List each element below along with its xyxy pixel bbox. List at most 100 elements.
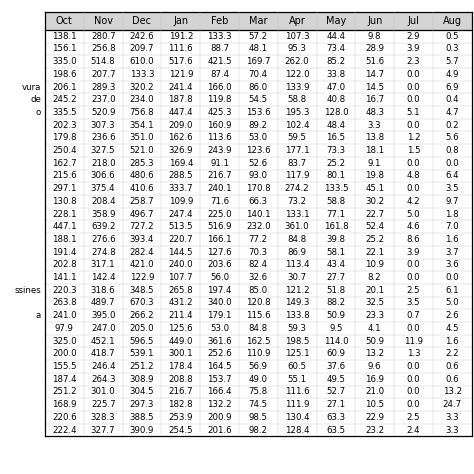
Text: 0.0: 0.0: [407, 400, 420, 409]
Text: 166.0: 166.0: [207, 82, 232, 91]
Text: de: de: [30, 95, 41, 104]
Text: 111.9: 111.9: [285, 400, 310, 409]
Text: 258.7: 258.7: [130, 197, 155, 206]
Text: 115.6: 115.6: [246, 311, 271, 320]
Text: 114.0: 114.0: [324, 337, 348, 346]
Text: 170.8: 170.8: [246, 184, 271, 193]
Text: 55.1: 55.1: [288, 375, 307, 383]
Text: 53.0: 53.0: [210, 324, 229, 333]
Text: 111.6: 111.6: [285, 387, 310, 396]
Text: Jan: Jan: [173, 16, 188, 26]
Text: 297.3: 297.3: [130, 400, 154, 409]
Text: 3.5: 3.5: [446, 184, 459, 193]
Text: 0.0: 0.0: [407, 159, 420, 168]
Text: 254.5: 254.5: [168, 426, 193, 435]
Text: 60.5: 60.5: [288, 362, 307, 371]
Text: 50.9: 50.9: [365, 337, 384, 346]
Text: 85.0: 85.0: [249, 286, 268, 295]
Text: 191.4: 191.4: [52, 248, 77, 256]
Text: 51.6: 51.6: [365, 57, 384, 66]
Text: 138.1: 138.1: [52, 32, 77, 41]
Text: 207.7: 207.7: [91, 70, 116, 79]
Text: 410.6: 410.6: [130, 184, 155, 193]
Text: 0.8: 0.8: [446, 146, 459, 155]
Text: 274.2: 274.2: [285, 184, 310, 193]
Text: 187.4: 187.4: [52, 375, 77, 383]
Text: 121.9: 121.9: [169, 70, 193, 79]
Text: 125.6: 125.6: [168, 324, 193, 333]
Text: 201.6: 201.6: [207, 426, 232, 435]
Text: 93.0: 93.0: [249, 172, 268, 181]
Text: 117.9: 117.9: [285, 172, 310, 181]
Text: 162.7: 162.7: [52, 159, 77, 168]
Text: 5.0: 5.0: [446, 299, 459, 308]
Text: 4.1: 4.1: [368, 324, 382, 333]
Text: 361.0: 361.0: [285, 222, 310, 231]
Text: 198.5: 198.5: [285, 337, 310, 346]
Text: 333.7: 333.7: [168, 184, 193, 193]
Text: 307.3: 307.3: [91, 121, 116, 129]
Text: 3.5: 3.5: [407, 299, 420, 308]
Text: 132.2: 132.2: [207, 400, 232, 409]
Text: 85.2: 85.2: [326, 57, 346, 66]
Text: 48.3: 48.3: [365, 108, 384, 117]
Text: 220.3: 220.3: [52, 286, 77, 295]
Text: 480.6: 480.6: [130, 172, 155, 181]
Text: 418.7: 418.7: [91, 349, 116, 358]
Text: 80.1: 80.1: [326, 172, 346, 181]
Text: 153.6: 153.6: [246, 108, 271, 117]
Text: 0.5: 0.5: [446, 32, 459, 41]
Text: 166.1: 166.1: [207, 235, 232, 244]
Text: 5.1: 5.1: [407, 108, 420, 117]
Text: 6.1: 6.1: [446, 286, 459, 295]
Text: 539.1: 539.1: [130, 349, 154, 358]
Text: 133.5: 133.5: [324, 184, 348, 193]
Text: 0.0: 0.0: [407, 184, 420, 193]
Text: 263.8: 263.8: [52, 299, 77, 308]
Text: 22.9: 22.9: [365, 413, 384, 422]
Text: 251.2: 251.2: [52, 387, 77, 396]
Text: 256.8: 256.8: [91, 45, 116, 54]
Text: 216.7: 216.7: [207, 172, 232, 181]
Text: 32.5: 32.5: [365, 299, 384, 308]
Text: 133.9: 133.9: [285, 82, 310, 91]
Text: 0.0: 0.0: [407, 362, 420, 371]
Text: a: a: [36, 311, 41, 320]
Text: Oct: Oct: [56, 16, 73, 26]
Text: 8.6: 8.6: [407, 235, 420, 244]
Text: 4.5: 4.5: [446, 324, 459, 333]
Text: 7.0: 7.0: [446, 222, 459, 231]
Text: 320.2: 320.2: [130, 82, 155, 91]
Text: 215.6: 215.6: [52, 172, 77, 181]
Text: 1.8: 1.8: [446, 210, 459, 219]
Text: 276.6: 276.6: [91, 235, 116, 244]
Text: 25.2: 25.2: [326, 159, 346, 168]
Text: 2.5: 2.5: [407, 286, 420, 295]
Text: 5.7: 5.7: [446, 57, 459, 66]
Text: o: o: [36, 108, 41, 117]
Text: 521.0: 521.0: [130, 146, 155, 155]
Text: 242.6: 242.6: [130, 32, 155, 41]
Text: 0.0: 0.0: [407, 82, 420, 91]
Text: 327.5: 327.5: [91, 146, 116, 155]
Text: 209.7: 209.7: [130, 45, 154, 54]
Text: 133.3: 133.3: [130, 70, 155, 79]
Text: 13.2: 13.2: [443, 387, 462, 396]
Text: 188.1: 188.1: [52, 235, 77, 244]
Text: 0.2: 0.2: [446, 121, 459, 129]
Text: 86.0: 86.0: [249, 82, 268, 91]
Text: 2.6: 2.6: [446, 311, 459, 320]
Text: 113.4: 113.4: [285, 260, 310, 269]
Text: 0.3: 0.3: [446, 45, 459, 54]
Text: 49.0: 49.0: [249, 375, 268, 383]
Text: 203.6: 203.6: [207, 260, 232, 269]
Text: 234.0: 234.0: [130, 95, 155, 104]
Text: 155.5: 155.5: [52, 362, 77, 371]
Text: 123.6: 123.6: [246, 146, 271, 155]
Text: 24.7: 24.7: [443, 400, 462, 409]
Text: 88.2: 88.2: [326, 299, 346, 308]
Text: 513.5: 513.5: [168, 222, 193, 231]
Text: 288.5: 288.5: [168, 172, 193, 181]
Text: 265.8: 265.8: [168, 286, 193, 295]
Text: 354.1: 354.1: [130, 121, 155, 129]
